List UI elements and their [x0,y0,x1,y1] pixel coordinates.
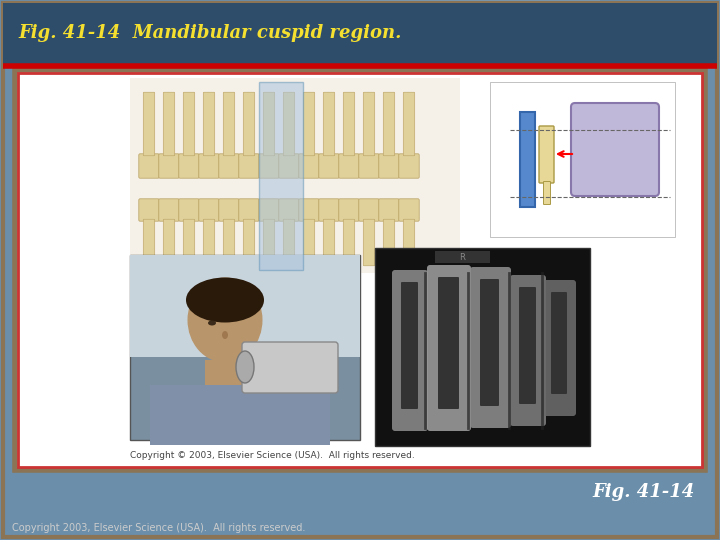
Text: Fig. 41-14: Fig. 41-14 [593,483,695,501]
FancyBboxPatch shape [163,92,175,156]
Ellipse shape [222,331,228,339]
Bar [130,255,360,357]
FancyBboxPatch shape [184,92,194,156]
FancyBboxPatch shape [219,154,239,178]
Bar [15,70,705,470]
FancyBboxPatch shape [399,199,419,221]
FancyBboxPatch shape [203,92,215,156]
FancyBboxPatch shape [264,219,275,266]
FancyBboxPatch shape [139,154,159,178]
FancyBboxPatch shape [143,92,155,156]
FancyBboxPatch shape [339,154,359,178]
Ellipse shape [208,321,216,326]
FancyBboxPatch shape [542,280,576,416]
FancyBboxPatch shape [279,199,300,221]
FancyBboxPatch shape [427,265,471,431]
FancyBboxPatch shape [510,275,546,426]
Bar [18,73,702,467]
FancyBboxPatch shape [379,154,399,178]
FancyBboxPatch shape [203,219,215,266]
FancyBboxPatch shape [239,154,259,178]
FancyBboxPatch shape [184,219,194,266]
Ellipse shape [120,60,280,180]
FancyBboxPatch shape [392,270,428,431]
FancyBboxPatch shape [403,92,415,156]
FancyBboxPatch shape [259,82,303,270]
Text: Fig. 41-14  Mandibular cuspid region.: Fig. 41-14 Mandibular cuspid region. [18,24,401,42]
FancyBboxPatch shape [519,287,536,404]
FancyBboxPatch shape [299,154,319,178]
FancyBboxPatch shape [159,199,179,221]
FancyBboxPatch shape [303,92,315,156]
Bar [205,360,245,395]
Ellipse shape [186,278,264,322]
Bar [520,112,535,207]
FancyBboxPatch shape [199,154,219,178]
FancyBboxPatch shape [383,219,395,273]
FancyBboxPatch shape [339,199,359,221]
FancyBboxPatch shape [279,154,300,178]
FancyBboxPatch shape [470,267,511,428]
FancyBboxPatch shape [480,279,499,406]
FancyBboxPatch shape [539,126,554,183]
FancyBboxPatch shape [571,103,659,196]
Bar [130,78,460,273]
Ellipse shape [236,351,254,383]
FancyBboxPatch shape [243,219,255,266]
Bar [150,385,330,445]
FancyBboxPatch shape [179,154,199,178]
FancyBboxPatch shape [343,219,355,266]
FancyBboxPatch shape [239,199,259,221]
Ellipse shape [187,278,263,362]
FancyBboxPatch shape [219,199,239,221]
FancyBboxPatch shape [359,199,379,221]
FancyBboxPatch shape [223,92,235,156]
Ellipse shape [250,120,450,280]
FancyBboxPatch shape [364,219,374,266]
FancyBboxPatch shape [343,92,355,156]
Bar [130,255,360,440]
FancyBboxPatch shape [143,219,155,273]
FancyBboxPatch shape [323,219,335,266]
FancyBboxPatch shape [243,92,255,156]
FancyBboxPatch shape [258,199,279,221]
FancyBboxPatch shape [319,154,339,178]
Bar [490,82,675,237]
Text: Copyright © 2003, Elsevier Science (USA).  All rights reserved.: Copyright © 2003, Elsevier Science (USA)… [130,450,415,460]
FancyBboxPatch shape [159,154,179,178]
FancyBboxPatch shape [364,92,374,156]
FancyBboxPatch shape [199,199,219,221]
Bar [435,251,490,263]
FancyBboxPatch shape [264,92,275,156]
FancyBboxPatch shape [323,92,335,156]
FancyBboxPatch shape [283,92,294,156]
FancyBboxPatch shape [438,277,459,409]
FancyBboxPatch shape [163,219,175,273]
FancyBboxPatch shape [299,199,319,221]
FancyBboxPatch shape [258,154,279,178]
FancyBboxPatch shape [359,154,379,178]
FancyBboxPatch shape [242,342,338,393]
FancyBboxPatch shape [379,199,399,221]
FancyBboxPatch shape [403,219,415,273]
FancyBboxPatch shape [401,282,418,409]
Ellipse shape [320,0,640,200]
FancyBboxPatch shape [383,92,395,156]
FancyBboxPatch shape [179,199,199,221]
FancyBboxPatch shape [399,154,419,178]
Text: R: R [459,253,465,261]
FancyBboxPatch shape [544,181,551,205]
FancyBboxPatch shape [319,199,339,221]
FancyBboxPatch shape [283,219,294,266]
FancyBboxPatch shape [139,199,159,221]
Bar [375,248,590,446]
FancyBboxPatch shape [303,219,315,266]
Bar [3,3,717,65]
FancyBboxPatch shape [551,292,567,394]
FancyBboxPatch shape [223,219,235,266]
Text: Copyright 2003, Elsevier Science (USA).  All rights reserved.: Copyright 2003, Elsevier Science (USA). … [12,523,305,533]
